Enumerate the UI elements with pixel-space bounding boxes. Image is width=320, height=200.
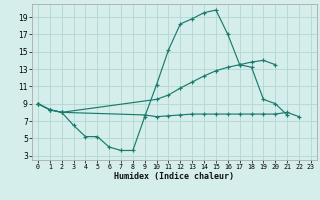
X-axis label: Humidex (Indice chaleur): Humidex (Indice chaleur) [115,172,234,181]
